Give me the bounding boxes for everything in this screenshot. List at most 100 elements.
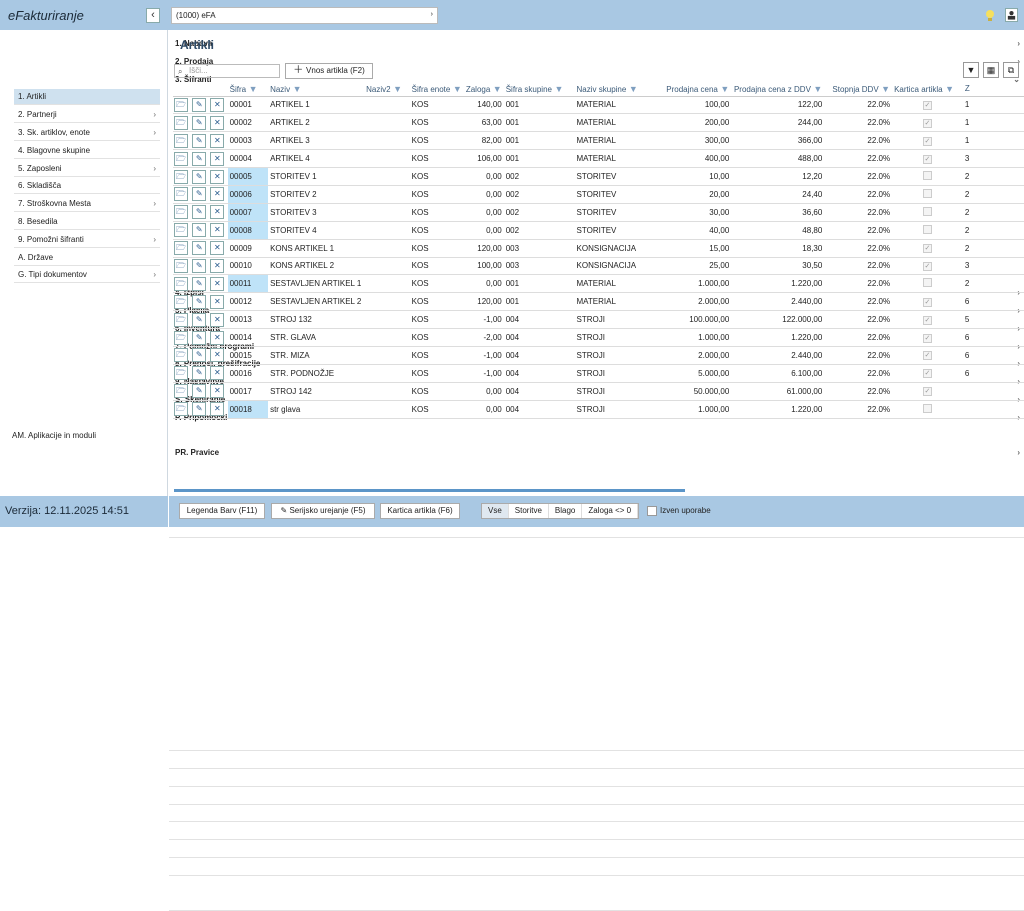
table-row[interactable]: 🗁 ✎ ✕ 00004 ARTIKEL 4 KOS 106,00 001 MATERIAL 400… xyxy=(173,149,1024,169)
sidebar-item[interactable]: G. Tipi dokumentov › xyxy=(14,267,160,284)
column-header[interactable]: Kartica artikla ▼ xyxy=(892,82,963,97)
folder-icon[interactable]: 🗁 xyxy=(174,97,188,112)
folder-icon[interactable]: 🗁 xyxy=(174,276,188,291)
edit-icon[interactable]: ✎ xyxy=(192,330,207,345)
column-header[interactable]: Naziv2 ▼ xyxy=(364,82,410,97)
folder-icon[interactable]: 🗁 xyxy=(174,241,188,256)
card-checkbox[interactable]: ✓ xyxy=(922,297,932,307)
delete-icon[interactable]: ✕ xyxy=(210,258,225,273)
card-checkbox[interactable] xyxy=(922,206,932,216)
sidebar-item[interactable]: 7. Stroškovna Mesta › xyxy=(14,196,160,213)
sidebar-item[interactable]: 6. Skladišča xyxy=(14,178,160,195)
filter-icon[interactable]: ▼ xyxy=(942,83,954,94)
table-row[interactable]: 🗁 ✎ ✕ 00015 STR. MIZA KOS -1,00 004 STROJI 2.000,… xyxy=(173,346,1024,365)
folder-icon[interactable]: 🗁 xyxy=(174,205,188,220)
filter-icon[interactable]: ▼ xyxy=(810,83,823,94)
filter-button[interactable]: ▼ xyxy=(963,62,979,78)
table-row[interactable]: 🗁 ✎ ✕ 00013 STROJ 132 KOS -1,00 004 STROJI 100.00… xyxy=(173,310,1024,330)
filter-icon[interactable]: ▼ xyxy=(626,83,638,94)
folder-icon[interactable]: 🗁 xyxy=(174,187,188,202)
table-row[interactable]: 🗁 ✎ ✕ 00014 STR. GLAVA KOS -2,00 004 STROJI 1.000… xyxy=(173,328,1024,347)
serial-edit-button[interactable]: ✎ Serijsko urejanje (F5) xyxy=(271,503,375,519)
delete-icon[interactable]: ✕ xyxy=(210,366,225,381)
filter-icon[interactable]: ▼ xyxy=(717,83,730,94)
sidebar-item[interactable]: A. Države xyxy=(14,250,160,266)
column-header[interactable]: Z xyxy=(962,82,1024,97)
company-select[interactable]: (1000) eFA › xyxy=(171,7,438,24)
sidebar-item[interactable]: AM. Aplikacije in moduli xyxy=(6,428,160,444)
filter-icon[interactable]: ▼ xyxy=(246,83,258,94)
column-header[interactable]: Prodajna cena z DDV ▼ xyxy=(731,82,825,97)
edit-icon[interactable]: ✎ xyxy=(192,151,207,166)
edit-icon[interactable]: ✎ xyxy=(192,205,207,220)
edit-icon[interactable]: ✎ xyxy=(192,366,207,381)
table-row[interactable]: 🗁 ✎ ✕ 00003 ARTIKEL 3 KOS 82,00 001 MATERIAL 300,… xyxy=(173,131,1024,151)
column-header[interactable]: Naziv ▼ xyxy=(268,82,365,97)
table-row[interactable]: 🗁 ✎ ✕ 00017 STROJ 142 KOS 0,00 004 STROJI 50.000,… xyxy=(173,382,1024,401)
folder-icon[interactable]: 🗁 xyxy=(174,294,188,309)
card-checkbox[interactable]: ✓ xyxy=(922,244,932,254)
table-row[interactable]: 🗁 ✎ ✕ 00006 STORITEV 2 KOS 0,00 002 STORITEV 20,0… xyxy=(173,185,1024,204)
edit-icon[interactable]: ✎ xyxy=(192,348,207,363)
delete-icon[interactable]: ✕ xyxy=(210,241,225,256)
delete-icon[interactable]: ✕ xyxy=(210,205,225,220)
filter-option[interactable]: Vse xyxy=(482,504,509,518)
delete-icon[interactable]: ✕ xyxy=(210,97,225,112)
filter-icon[interactable]: ▼ xyxy=(290,83,302,94)
delete-icon[interactable]: ✕ xyxy=(210,187,225,202)
edit-icon[interactable]: ✎ xyxy=(192,115,207,130)
folder-icon[interactable]: 🗁 xyxy=(174,223,188,238)
edit-icon[interactable]: ✎ xyxy=(192,312,207,327)
card-checkbox[interactable]: ✓ xyxy=(922,369,932,379)
filter-option[interactable]: Blago xyxy=(549,504,583,518)
unused-toggle[interactable]: Izven uporabe xyxy=(647,506,711,516)
sidebar-item[interactable]: 3. Sk. artiklov, enote › xyxy=(14,125,160,141)
folder-icon[interactable]: 🗁 xyxy=(174,402,188,417)
sidebar-item[interactable]: 1. Artikli xyxy=(14,89,160,106)
column-header[interactable]: Zaloga ▼ xyxy=(462,82,504,97)
card-checkbox[interactable] xyxy=(922,403,932,413)
column-header[interactable]: Stopnja DDV ▼ xyxy=(824,82,893,97)
edit-icon[interactable]: ✎ xyxy=(192,294,207,309)
card-checkbox[interactable]: ✓ xyxy=(922,351,932,361)
delete-icon[interactable]: ✕ xyxy=(210,348,225,363)
card-checkbox[interactable]: ✓ xyxy=(922,136,932,146)
card-checkbox[interactable]: ✓ xyxy=(922,261,932,271)
delete-icon[interactable]: ✕ xyxy=(210,402,225,417)
edit-icon[interactable]: ✎ xyxy=(192,169,207,184)
card-checkbox[interactable] xyxy=(922,188,932,198)
sidebar-item[interactable]: 4. Blagovne skupine xyxy=(14,143,160,159)
edit-icon[interactable]: ✎ xyxy=(192,187,207,202)
grid-button[interactable]: ▦ xyxy=(983,62,999,78)
sidebar-item[interactable]: 2. Partnerji › xyxy=(14,107,160,124)
table-row[interactable]: 🗁 ✎ ✕ 00012 SESTAVLJEN ARTIKEL 2 KOS 120,00 001… xyxy=(173,292,1024,312)
unused-checkbox[interactable] xyxy=(647,506,657,516)
legend-button[interactable]: Legenda Barv (F11) xyxy=(179,503,265,519)
delete-icon[interactable]: ✕ xyxy=(210,384,225,399)
search-input[interactable]: ⌕ Išči... xyxy=(174,64,280,78)
export-button[interactable]: ⧉ xyxy=(1003,62,1019,78)
folder-icon[interactable]: 🗁 xyxy=(174,366,188,381)
folder-icon[interactable]: 🗁 xyxy=(174,133,188,148)
card-checkbox[interactable] xyxy=(922,171,932,180)
delete-icon[interactable]: ✕ xyxy=(210,115,225,130)
filter-option[interactable]: Storitve xyxy=(509,504,549,518)
table-row[interactable]: 🗁 ✎ ✕ 00018 str glava KOS 0,00 004 STROJI 1.000,0… xyxy=(173,400,1024,419)
column-header[interactable]: Šifra ▼ xyxy=(227,82,269,97)
column-header[interactable]: Prodajna cena ▼ xyxy=(658,82,732,97)
card-checkbox[interactable]: ✓ xyxy=(922,333,932,343)
card-checkbox[interactable]: ✓ xyxy=(922,315,932,325)
delete-icon[interactable]: ✕ xyxy=(210,312,225,327)
delete-icon[interactable]: ✕ xyxy=(210,294,225,309)
table-row[interactable]: 🗁 ✎ ✕ 00009 KONS ARTIKEL 1 KOS 120,00 003 KONSIG… xyxy=(173,239,1024,258)
table-row[interactable]: 🗁 ✎ ✕ 00011 SESTAVLJEN ARTIKEL 1 KOS 0,00 001 MA… xyxy=(173,274,1024,294)
card-checkbox[interactable] xyxy=(922,224,932,234)
column-header[interactable]: Naziv skupine ▼ xyxy=(574,82,659,97)
table-row[interactable]: 🗁 ✎ ✕ 00008 STORITEV 4 KOS 0,00 002 STORITEV 40,0… xyxy=(173,221,1024,240)
sidebar-item[interactable]: 9. Pomožni šifranti › xyxy=(14,232,160,248)
sidebar-item[interactable]: 5. Zaposleni › xyxy=(14,161,160,177)
sidebar-item[interactable]: 8. Besedila xyxy=(14,214,160,230)
delete-icon[interactable]: ✕ xyxy=(210,223,225,238)
add-article-button[interactable]: ＋ Vnos artikla (F2) xyxy=(285,63,373,79)
column-header[interactable]: Šifra enote ▼ xyxy=(409,82,463,97)
